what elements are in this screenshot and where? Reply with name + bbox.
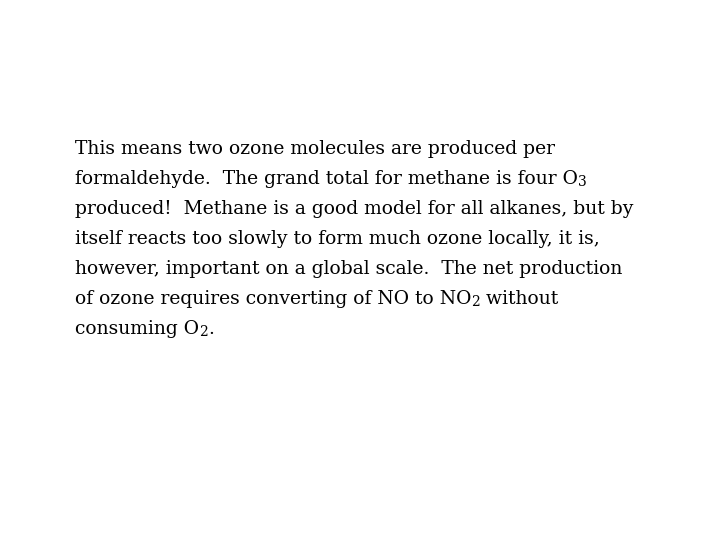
Text: consuming O: consuming O bbox=[75, 320, 199, 338]
Text: however, important on a global scale.  The net production: however, important on a global scale. Th… bbox=[75, 260, 622, 278]
Text: 2: 2 bbox=[472, 295, 480, 309]
Text: without: without bbox=[480, 290, 559, 308]
Text: of ozone requires converting of NO to NO: of ozone requires converting of NO to NO bbox=[75, 290, 472, 308]
Text: 2: 2 bbox=[199, 325, 208, 339]
Text: This means two ozone molecules are produced per: This means two ozone molecules are produ… bbox=[75, 140, 555, 158]
Text: formaldehyde.  The grand total for methane is four O: formaldehyde. The grand total for methan… bbox=[75, 170, 578, 188]
Text: 3: 3 bbox=[578, 175, 587, 189]
Text: produced!  Methane is a good model for all alkanes, but by: produced! Methane is a good model for al… bbox=[75, 200, 634, 218]
Text: .: . bbox=[208, 320, 214, 338]
Text: itself reacts too slowly to form much ozone locally, it is,: itself reacts too slowly to form much oz… bbox=[75, 230, 600, 248]
